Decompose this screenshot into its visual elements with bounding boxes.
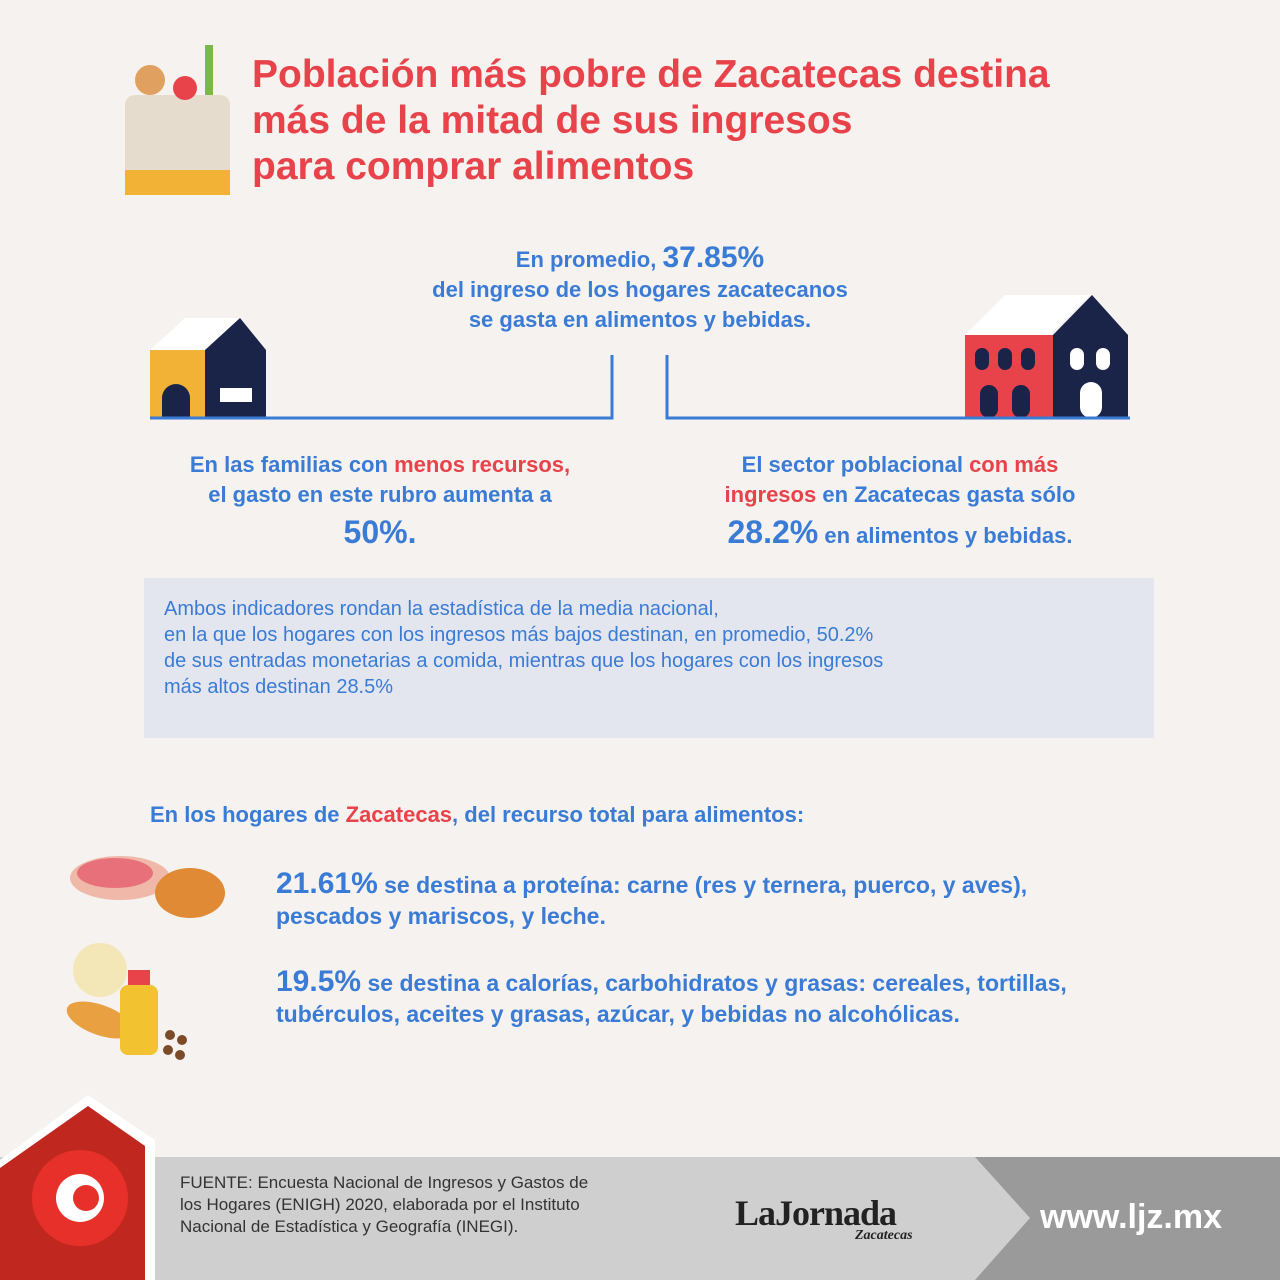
chicken-icon: [155, 868, 225, 918]
item-text: se destina a calorías, carbohidratos y g…: [276, 970, 1067, 1027]
high-income-highlight: con más: [969, 452, 1059, 477]
house-roof: [150, 318, 240, 350]
title-line: para comprar alimentos: [252, 145, 695, 188]
breakdown-lead: En los hogares de: [150, 802, 340, 827]
source-line: Nacional de Estadística y Geografía (INE…: [180, 1217, 519, 1236]
house-window: [220, 388, 252, 402]
house-windows-side: [1070, 348, 1110, 418]
high-income-value: 28.2%: [727, 514, 819, 550]
bread-icon: [66, 1001, 134, 1039]
meat-inner: [77, 858, 153, 888]
low-income-text-a: En las familias con: [189, 452, 388, 477]
high-income-highlight: ingresos: [724, 482, 817, 507]
beans-icon: [163, 1030, 187, 1060]
note-line: en la que los hogares con los ingresos m…: [164, 624, 874, 646]
oil-cap: [128, 970, 150, 985]
leek-icon: [205, 45, 213, 95]
high-income-text-c: en alimentos y bebidas.: [824, 523, 1073, 548]
note-line: de sus entradas monetarias a comida, mie…: [164, 650, 884, 672]
low-income-text-b: el gasto en este rubro aumenta a: [208, 482, 552, 507]
oil-icon: [120, 985, 158, 1055]
average-text: En promedio, 37.85% del ingreso de los h…: [340, 243, 940, 335]
item-value: 19.5%: [276, 965, 362, 998]
title: Población más pobre de Zacatecas destina…: [252, 52, 1050, 190]
breakdown-heading: En los hogares de Zacatecas, del recurso…: [150, 802, 804, 828]
low-income-text: En las familias con menos recursos, el g…: [130, 450, 630, 554]
title-line: más de la mitad de sus ingresos: [252, 99, 853, 142]
house-roof: [965, 295, 1090, 335]
breakdown-highlight: Zacatecas: [345, 802, 453, 827]
source: FUENTE: Encuesta Nacional de Ingresos y …: [180, 1172, 588, 1238]
house-windows: [975, 348, 1035, 418]
logo-sun-inner: [73, 1185, 99, 1211]
high-income-text-a: El sector poblacional: [741, 452, 963, 477]
note-line: más altos destinan 28.5%: [164, 676, 394, 698]
title-line: Población más pobre de Zacatecas destina: [252, 53, 1050, 96]
average-line: se gasta en alimentos y bebidas.: [468, 307, 812, 332]
low-income-highlight: menos recursos,: [394, 452, 571, 477]
low-income-value: 50%.: [343, 514, 417, 550]
breakdown-item: 21.61% se destina a proteína: carne (res…: [276, 868, 1096, 932]
connector-line: [150, 355, 614, 420]
item-text: se destina a proteína: carne (res y tern…: [276, 872, 1028, 929]
house-door: [162, 384, 190, 418]
average-lead: En promedio,: [515, 247, 657, 272]
source-line: los Hogares (ENIGH) 2020, elaborada por …: [180, 1195, 580, 1214]
fruit-icon: [173, 76, 197, 100]
bread-icon: [135, 65, 165, 95]
brand: LaJornada: [735, 1193, 897, 1233]
high-income-text: El sector poblacional con más ingresos e…: [650, 450, 1150, 558]
average-value: 37.85%: [662, 241, 765, 274]
connector-line: [665, 355, 1130, 420]
url: www.ljz.mx: [1040, 1198, 1223, 1236]
source-line: FUENTE: Encuesta Nacional de Ingresos y …: [180, 1173, 589, 1192]
note-box: Ambos indicadores rondan la estadística …: [144, 578, 1154, 738]
note-line: Ambos indicadores rondan la estadística …: [164, 598, 719, 620]
house-side: [1053, 295, 1128, 418]
high-income-text-b: en Zacatecas gasta sólo: [822, 482, 1076, 507]
footer-arrow: [975, 1157, 1280, 1280]
breakdown-rest: , del recurso total para alimentos:: [452, 802, 805, 827]
average-line: del ingreso de los hogares zacatecanos: [432, 277, 848, 302]
breakdown-item: 19.5% se destina a calorías, carbohidrat…: [276, 966, 1096, 1030]
item-value: 21.61%: [276, 867, 378, 900]
house-front: [965, 335, 1053, 418]
brand-sub: Zacatecas: [855, 1228, 913, 1243]
tortilla-icon: [73, 943, 127, 997]
bag-band: [125, 170, 230, 195]
